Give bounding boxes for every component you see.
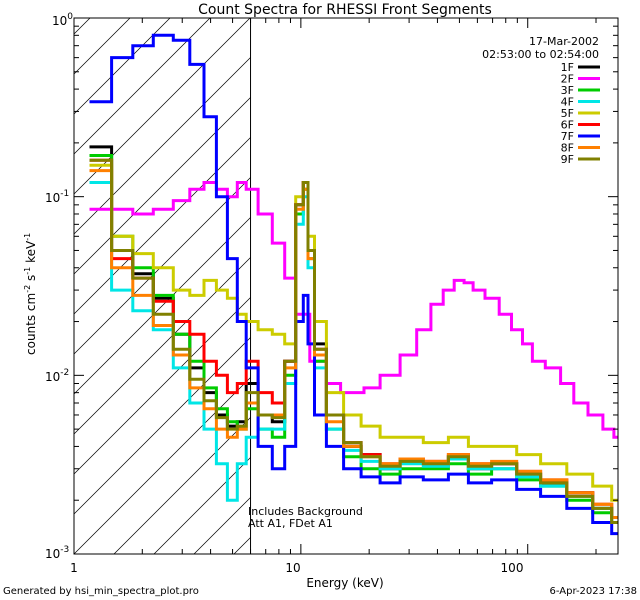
legend-label: 8F xyxy=(561,142,574,155)
series-line-7F xyxy=(89,33,618,536)
y-tick-label: 10-1 xyxy=(45,189,69,205)
hatch-line xyxy=(74,96,251,275)
time-range-label: 02:53:00 to 02:54:00 xyxy=(482,48,599,61)
legend-label: 2F xyxy=(561,73,574,86)
hatch-line xyxy=(274,0,640,554)
hatch-line xyxy=(74,296,251,475)
chart-title: Count Spectra for RHESSI Front Segments xyxy=(198,2,492,18)
series-line-4F xyxy=(89,181,618,519)
annotation-background: Includes Background xyxy=(248,505,363,518)
y-axis-label: counts cm-2 s-1 keV-1 xyxy=(23,233,38,355)
legend-label: 3F xyxy=(561,84,574,97)
hatch-line xyxy=(74,176,251,355)
date-label: 17-Mar-2002 xyxy=(529,35,599,48)
series-line-1F xyxy=(89,145,618,519)
legend-label: 1F xyxy=(561,61,574,74)
legend-label: 5F xyxy=(561,107,574,120)
hatch-line xyxy=(354,0,640,554)
axis-ticks xyxy=(73,17,618,555)
hatch-line xyxy=(113,416,251,554)
footer-generated-by: Generated by hsi_min_spectra_plot.pro xyxy=(3,586,199,597)
hatch-line xyxy=(634,0,640,554)
series-lines xyxy=(89,33,618,536)
x-tick-label: 1 xyxy=(70,561,78,575)
legend-label: 4F xyxy=(561,96,574,109)
hatch-line xyxy=(74,376,251,554)
y-tick-label: 100 xyxy=(52,12,73,28)
hatch-line xyxy=(74,18,251,195)
legend-label: 7F xyxy=(561,130,574,143)
hatch-line xyxy=(74,336,251,515)
series-line-8F xyxy=(89,169,618,519)
plot-frame xyxy=(73,17,619,555)
x-tick-label: 100 xyxy=(501,561,524,575)
x-axis-label: Energy (keV) xyxy=(306,576,383,590)
hatch-line xyxy=(314,0,640,554)
hatched-region xyxy=(0,0,640,554)
footer-timestamp: 6-Apr-2023 17:38 xyxy=(550,586,637,597)
hatch-line xyxy=(74,256,251,435)
hatch-line xyxy=(74,18,211,155)
hatch-line xyxy=(474,0,640,554)
y-tick-label: 10-3 xyxy=(45,545,69,561)
annotation-attenuator: Att A1, FDet A1 xyxy=(248,517,333,530)
legend-label: 9F xyxy=(561,153,574,166)
series-line-9F xyxy=(89,158,618,524)
hatch-line xyxy=(594,0,640,554)
hatch-line xyxy=(74,56,251,235)
series-line-2F xyxy=(89,181,618,439)
y-tick-label: 10-2 xyxy=(45,368,69,384)
hatch-line xyxy=(74,18,131,75)
hatch-line xyxy=(74,136,251,315)
hatch-line xyxy=(74,216,251,395)
x-tick-label: 10 xyxy=(285,561,300,575)
hatch-line xyxy=(0,0,114,554)
y-tick-labels: 100 10-1 10-2 10-3 xyxy=(45,12,73,561)
legend-label: 6F xyxy=(561,119,574,132)
